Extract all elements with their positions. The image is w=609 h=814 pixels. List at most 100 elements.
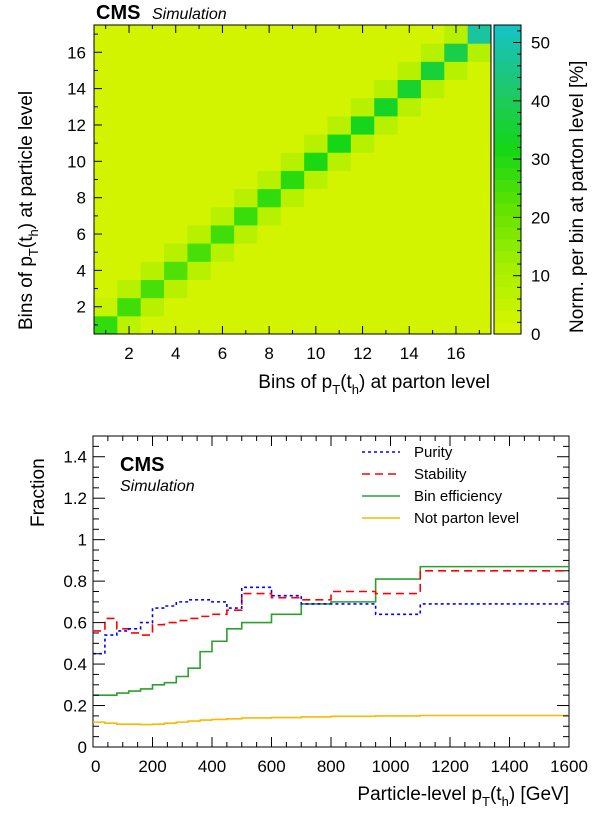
heatmap-cell bbox=[94, 97, 118, 117]
fraction-x-tick-label: 600 bbox=[257, 757, 285, 776]
heatmap-cell bbox=[117, 224, 142, 244]
heatmap-cell bbox=[234, 206, 258, 226]
heatmap-cell bbox=[304, 315, 329, 335]
fraction-y-tick-label: 0.6 bbox=[63, 614, 87, 633]
heatmap-cell bbox=[117, 170, 142, 190]
heatmap-cell bbox=[234, 43, 258, 62]
color-scale-band bbox=[494, 238, 521, 252]
heatmap-cell bbox=[117, 243, 142, 262]
heatmap-cell bbox=[94, 261, 118, 280]
heatmap-cell bbox=[187, 79, 212, 99]
color-scale-band bbox=[494, 36, 521, 50]
color-scale-band bbox=[494, 286, 521, 299]
heatmap-cell bbox=[140, 115, 165, 135]
heatmap-cell bbox=[467, 115, 492, 135]
fraction-y-tick-label: 1.4 bbox=[63, 448, 87, 467]
heatmap-x-axis-title: Bins of pT(th) at parton level bbox=[258, 372, 490, 397]
heatmap-cell bbox=[420, 224, 445, 244]
heatmap-cell bbox=[140, 79, 165, 99]
heatmap-cell bbox=[187, 43, 212, 62]
color-scale-band bbox=[494, 48, 521, 62]
heatmap-cell bbox=[374, 43, 399, 62]
heatmap-cell bbox=[94, 188, 118, 208]
color-scale-band bbox=[494, 108, 521, 121]
heatmap-cell bbox=[304, 261, 329, 280]
color-scale-band bbox=[494, 120, 521, 133]
heatmap-x-tick-label: 2 bbox=[124, 344, 133, 363]
heatmap-cell bbox=[234, 152, 258, 171]
heatmap-cell bbox=[304, 243, 329, 262]
heatmap-y-axis-title: Bins of pT(th) at particle level bbox=[16, 91, 41, 330]
heatmap-cell bbox=[350, 188, 375, 208]
fraction-legend: Purity Stability Bin efficiency Not parton … bbox=[362, 444, 519, 527]
heatmap-cell bbox=[164, 279, 188, 299]
heatmap-cell bbox=[210, 61, 235, 81]
heatmap-cell bbox=[374, 297, 399, 317]
heatmap-cell bbox=[374, 115, 399, 135]
color-scale-band bbox=[494, 227, 521, 240]
heatmap-cell bbox=[327, 79, 352, 99]
heatmap-cell bbox=[187, 25, 212, 44]
heatmap-cell bbox=[257, 315, 282, 335]
heatmap-cell bbox=[350, 224, 375, 244]
heatmap-cell bbox=[304, 152, 329, 171]
heatmap-cell bbox=[420, 25, 445, 44]
heatmap-cell bbox=[257, 43, 282, 62]
heatmap-cell bbox=[94, 134, 118, 153]
heatmap-cell bbox=[140, 206, 165, 226]
heatmap-cell bbox=[164, 115, 188, 135]
color-scale-band bbox=[494, 310, 521, 323]
heatmap-cell bbox=[140, 279, 165, 299]
color-scale-tick-label: 10 bbox=[531, 267, 550, 286]
heatmap-cell bbox=[234, 261, 258, 280]
fraction-x-axis-title: Particle-level pT(th) [GeV] bbox=[357, 784, 569, 809]
heatmap-cell bbox=[327, 61, 352, 81]
color-scale-band bbox=[494, 131, 521, 145]
heatmap-cell bbox=[420, 297, 445, 317]
heatmap-cell bbox=[397, 115, 422, 135]
heatmap-cell bbox=[420, 243, 445, 262]
heatmap-cell bbox=[210, 115, 235, 135]
heatmap-cell bbox=[397, 97, 422, 117]
heatmap-cell bbox=[350, 297, 375, 317]
heatmap-cell bbox=[350, 79, 375, 99]
heatmap-cell bbox=[444, 243, 469, 262]
heatmap-x-tick-label: 8 bbox=[264, 344, 273, 363]
fraction-x-tick-label: 1000 bbox=[372, 757, 410, 776]
color-scale-band bbox=[494, 72, 521, 85]
heatmap-cell bbox=[117, 61, 142, 81]
color-scale-band bbox=[494, 203, 521, 216]
heatmap-x-tick-label: 10 bbox=[306, 344, 325, 363]
heatmap-cell bbox=[397, 243, 422, 262]
heatmap-cell bbox=[397, 224, 422, 244]
bin-efficiency-series-line bbox=[93, 565, 569, 696]
heatmap-cell bbox=[444, 297, 469, 317]
heatmap-cell bbox=[257, 243, 282, 262]
color-scale-band bbox=[494, 96, 521, 109]
heatmap-cell bbox=[467, 279, 492, 299]
heatmap-cell bbox=[117, 134, 142, 153]
not-parton-level-series-line bbox=[93, 714, 569, 726]
heatmap-cell bbox=[350, 134, 375, 153]
legend-label: Not parton level bbox=[414, 510, 519, 527]
fraction-x-tick-label: 1400 bbox=[491, 757, 529, 776]
heatmap-cell bbox=[187, 115, 212, 135]
heatmap-cell bbox=[350, 115, 375, 135]
heatmap-x-tick-label: 6 bbox=[218, 344, 227, 363]
heatmap-cell bbox=[304, 170, 329, 190]
heatmap-cell bbox=[117, 188, 142, 208]
heatmap-cell bbox=[210, 188, 235, 208]
heatmap-cell bbox=[444, 115, 469, 135]
heatmap-cell bbox=[164, 188, 188, 208]
heatmap-cell bbox=[304, 297, 329, 317]
heatmap-cell bbox=[444, 188, 469, 208]
heatmap-cell bbox=[280, 43, 305, 62]
heatmap-cell bbox=[140, 243, 165, 262]
heatmap-cell bbox=[327, 43, 352, 62]
heatmap-cell bbox=[467, 97, 492, 117]
color-scale-tick-label: 50 bbox=[531, 33, 550, 52]
heatmap-cell bbox=[187, 315, 212, 335]
heatmap-cell bbox=[350, 206, 375, 226]
heatmap-y-tick-label: 6 bbox=[77, 225, 86, 244]
